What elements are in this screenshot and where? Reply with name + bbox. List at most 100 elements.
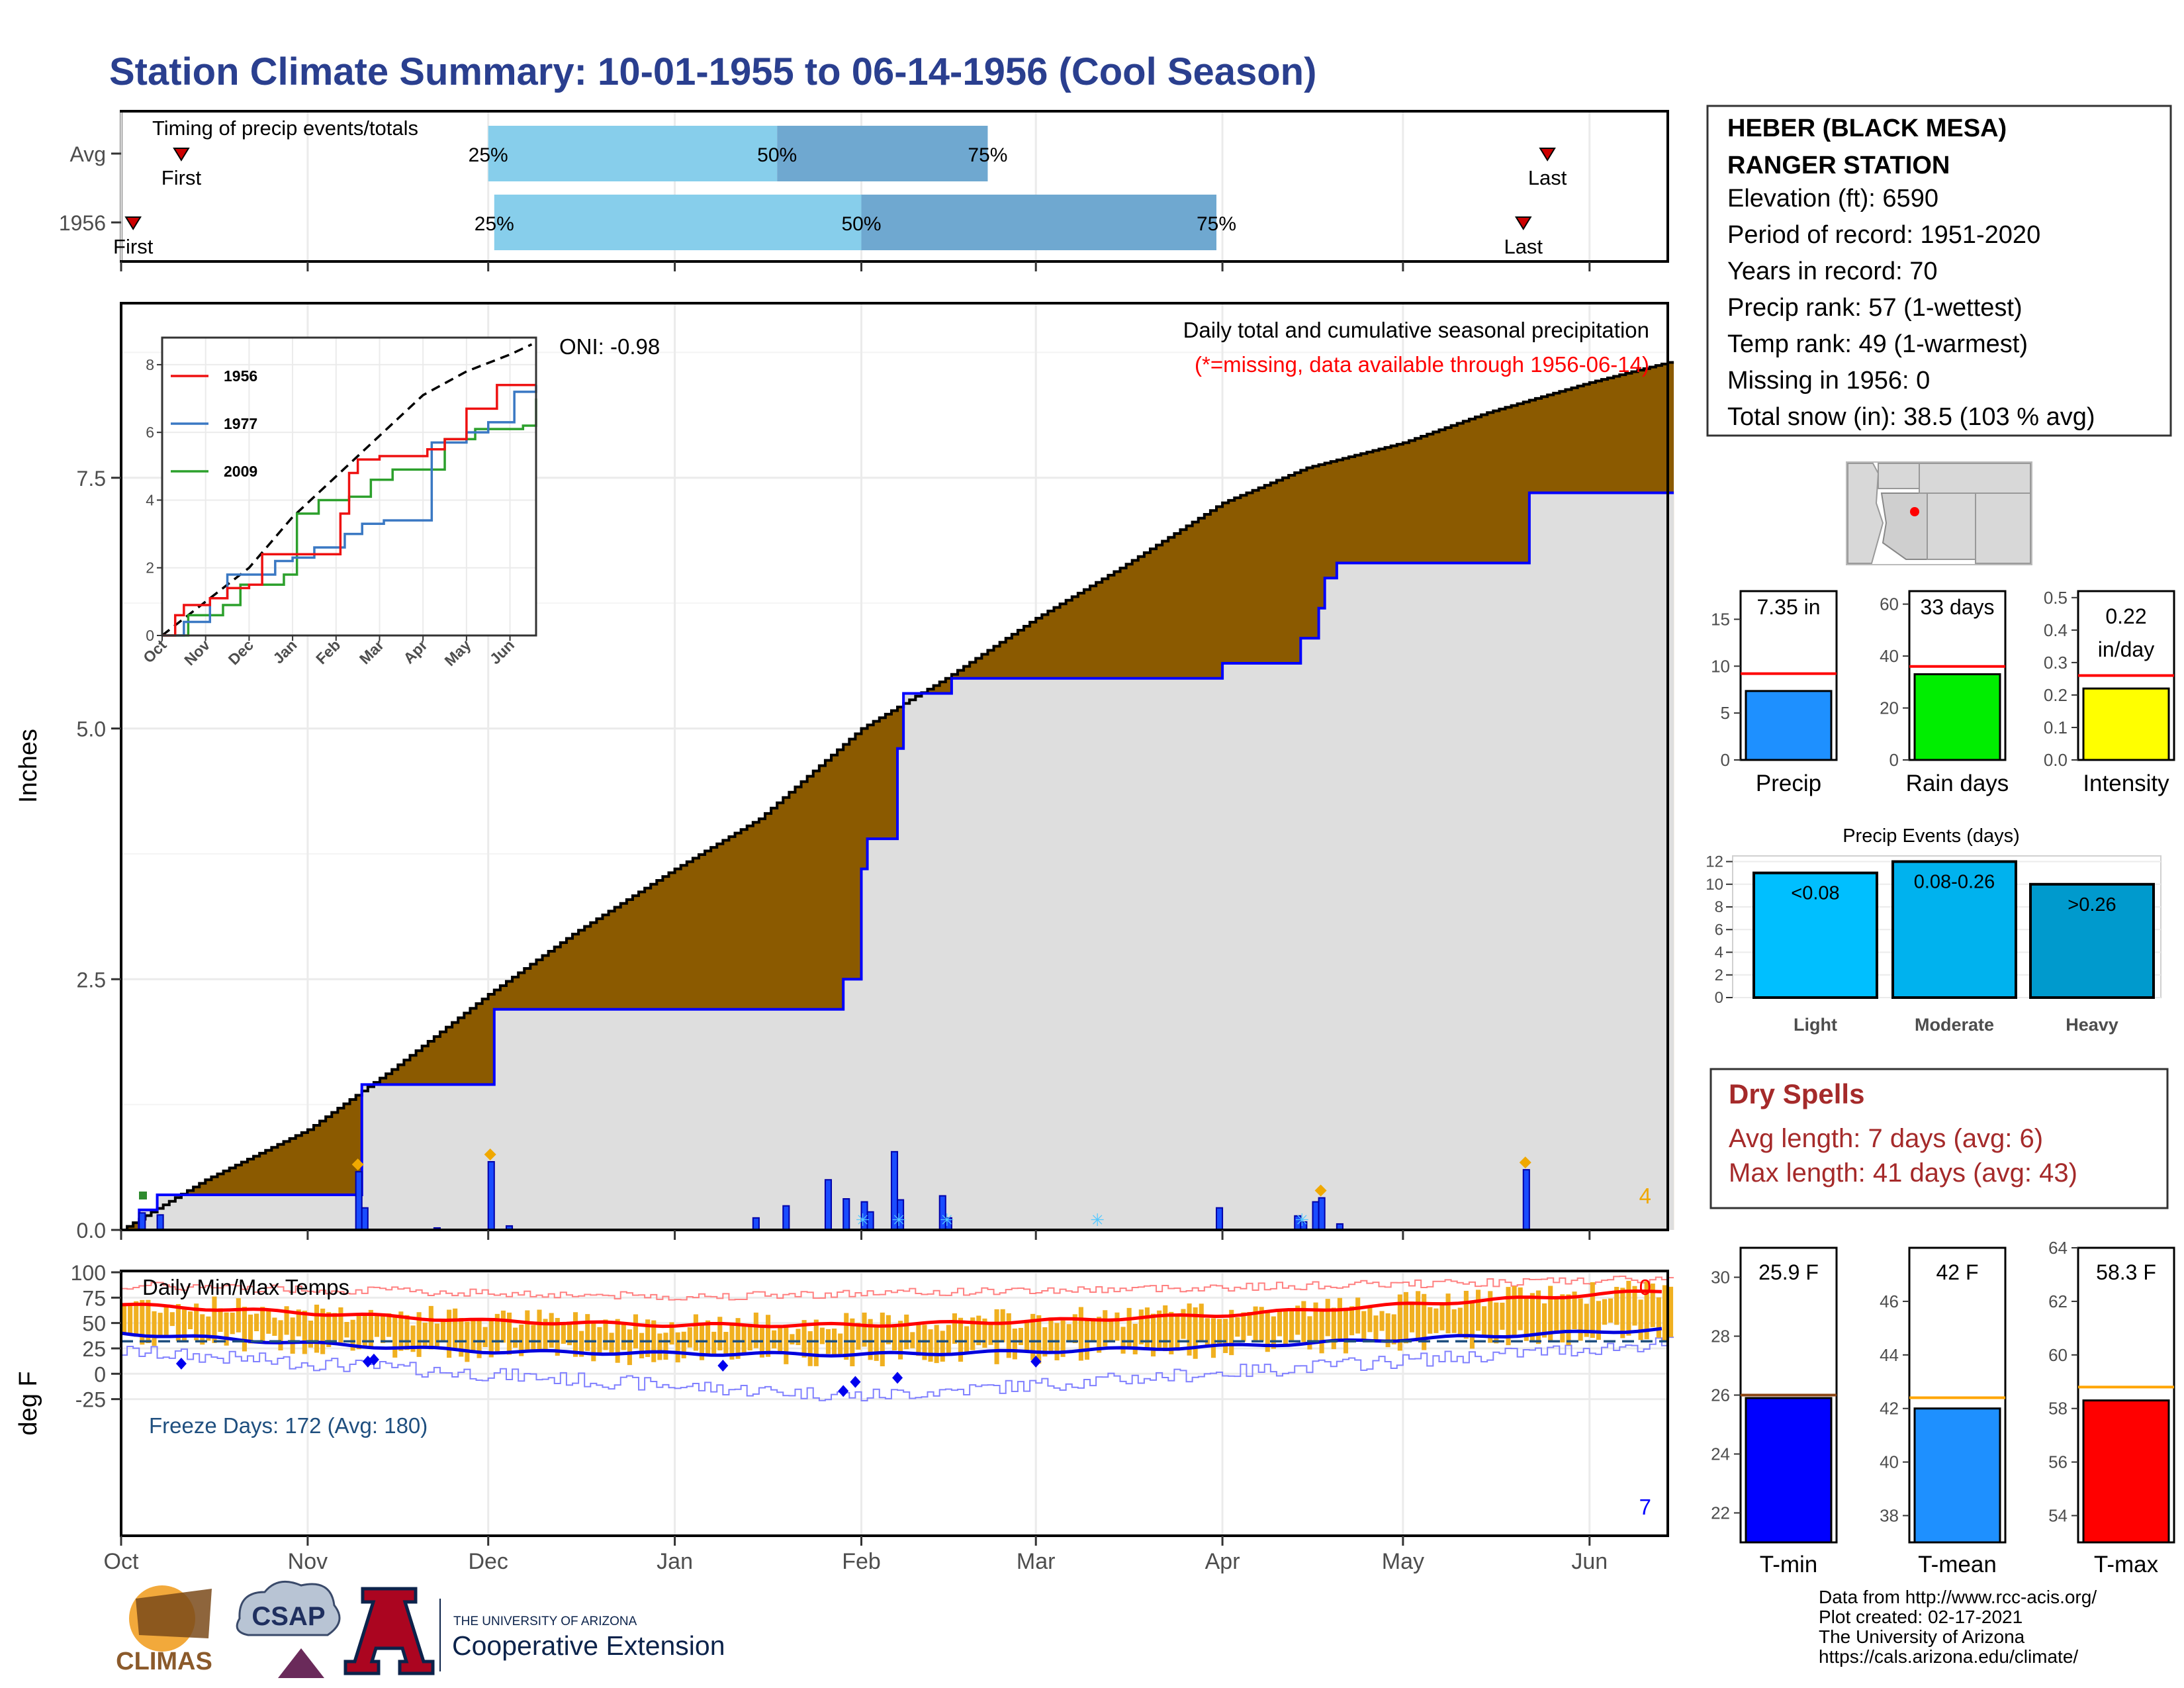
record-precip-marker [351,1158,364,1171]
station-info-line: Temp rank: 49 (1-warmest) [1727,330,2028,358]
precip-event-bar [2029,882,2155,1000]
record-low-marker [892,1372,903,1384]
record-high-line [121,1276,1674,1301]
temp-bar-value: 42 F [1936,1260,1978,1284]
record-low-count: 7 [1639,1495,1651,1519]
timing-p25-label: 25% [469,144,508,166]
first-label: First [161,166,202,189]
timing-bar-q25-q50 [494,195,862,250]
timing-row-label: Avg [69,142,106,166]
precip-events-ytick-label: 6 [1715,921,1723,939]
csap-logo-cloud [236,1580,341,1636]
month-label: Nov [288,1549,328,1574]
dry-spells-avg: Avg length: 7 days (avg: 6) [1729,1124,2043,1153]
ua-logo-a [343,1587,435,1675]
record-low-marker [1030,1355,1042,1368]
mini-bar-value: 33 days [1920,595,1994,619]
record-precip-marker [484,1148,496,1160]
mini-bar [1745,690,1833,761]
timing-bar-q50-q75 [861,195,1216,250]
mini-bar-label: Rain days [1906,771,2009,796]
temp-ytick-label: -25 [75,1388,106,1412]
precip-event-bar [1752,871,1878,1000]
daily-precip-bar [1522,1169,1530,1231]
dry-spells-title: Dry Spells [1729,1078,1864,1109]
temp-bar-ytick-label: 54 [2048,1506,2068,1526]
inset-legend-label: 1956 [224,367,257,385]
temp-frame [120,1270,1669,1537]
climas-logo-shape [136,1589,212,1638]
mini-bar-ytick-label: 0.1 [2044,718,2068,737]
month-label: Jan [657,1549,693,1574]
last-label: Last [1504,235,1543,258]
first-marker [124,216,142,230]
temp-bar-label: T-max [2094,1552,2159,1577]
temp-bar-value: 25.9 F [1758,1260,1819,1284]
snow-marker: ✳ [891,1210,906,1230]
map-state-co [1919,463,2031,494]
station-location-dot [1910,507,1919,516]
record-low-marker [717,1360,729,1372]
temp-bar-ytick-label: 44 [1880,1345,1899,1365]
temp-bar-ytick-label: 64 [2048,1238,2068,1258]
temp-bar-ytick-label: 26 [1711,1385,1730,1405]
inset-ytick-label: 6 [146,424,154,441]
inset-ytick-label: 8 [146,356,154,373]
month-label: Dec [468,1549,508,1574]
record-low-line [121,1336,1674,1401]
temp-bar [1745,1397,1833,1544]
record-precip-marker [1314,1184,1327,1197]
temp-bar-ytick-label: 30 [1711,1268,1730,1288]
mini-bar-label: Precip [1756,771,1821,796]
mini-bar-ytick-label: 5 [1721,703,1730,723]
mini-bar-ytick-label: 0 [1721,750,1730,770]
last-marker [1514,216,1532,230]
daily-precip-bar [1318,1197,1326,1231]
mini-bar-ytick-label: 0.4 [2044,620,2068,640]
temp-ytick-label: 50 [82,1312,106,1336]
temp-bar-label: T-mean [1918,1552,1997,1577]
map-state-nv-ut [1878,463,1920,489]
mini-bar-ytick-label: 20 [1880,698,1899,718]
precip-event-range: 0.08-0.26 [1914,872,1995,893]
mini-bar [1913,673,2001,761]
precip-ytick-label: 0.0 [77,1219,106,1243]
mini-bar-ytick-label: 40 [1880,646,1899,666]
timing-row-label: 1956 [59,211,106,235]
precip-event-label: Moderate [1915,1015,1994,1035]
daily-precip-bar [824,1179,833,1231]
temp-bar-ytick-label: 38 [1880,1506,1899,1526]
record-low-marker [368,1353,379,1366]
timing-p50-label: 50% [841,213,881,235]
station-box [1706,105,2172,437]
first-marker [173,148,190,162]
daily-precip-bar [1215,1207,1224,1231]
footer-line: Plot created: 02-17-2021 [1819,1607,2023,1627]
daily-temp-bars [122,1280,1674,1367]
daily-precip-bar [355,1171,363,1231]
precip-ylabel: Inches [15,729,42,803]
timing-p75-label: 75% [968,144,1007,166]
temp-ytick-label: 25 [82,1337,106,1361]
dry-spells-max: Max length: 41 days (avg: 43) [1729,1158,2077,1188]
precip-panel: ✳ ✳ ✳ ✳ ✳ 0.0 2.5 5.0 7.5 Daily total and cumulat… [15,302,1674,1243]
mini-bar-ytick-label: 0.2 [2044,685,2068,705]
daily-precip-bar [156,1214,164,1231]
temp-bar-value: 58.3 F [2096,1260,2156,1284]
snow-marker: ✳ [940,1210,954,1230]
trace-marker [139,1192,147,1199]
temp-ytick-label: 100 [71,1261,106,1285]
station-info-line: Total snow (in): 38.5 (103 % avg) [1727,403,2095,431]
mini-bar-ytick-label: 0.3 [2044,653,2068,673]
freeze-days-label: Freeze Days: 172 (Avg: 180) [149,1413,428,1438]
precip-ytick-label: 7.5 [77,467,106,491]
station-info-line: Elevation (ft): 6590 [1727,185,1938,212]
precip-event-label: Light [1794,1015,1837,1035]
station-info-line: Missing in 1956: 0 [1727,367,1930,395]
precip-events-ytick-label: 10 [1706,876,1723,894]
temp-bar [2082,1399,2170,1544]
climas-logo-text: CLIMAS [116,1648,212,1675]
precip-events-ytick-label: 8 [1715,898,1723,916]
temp-bar-label: T-min [1760,1552,1818,1577]
